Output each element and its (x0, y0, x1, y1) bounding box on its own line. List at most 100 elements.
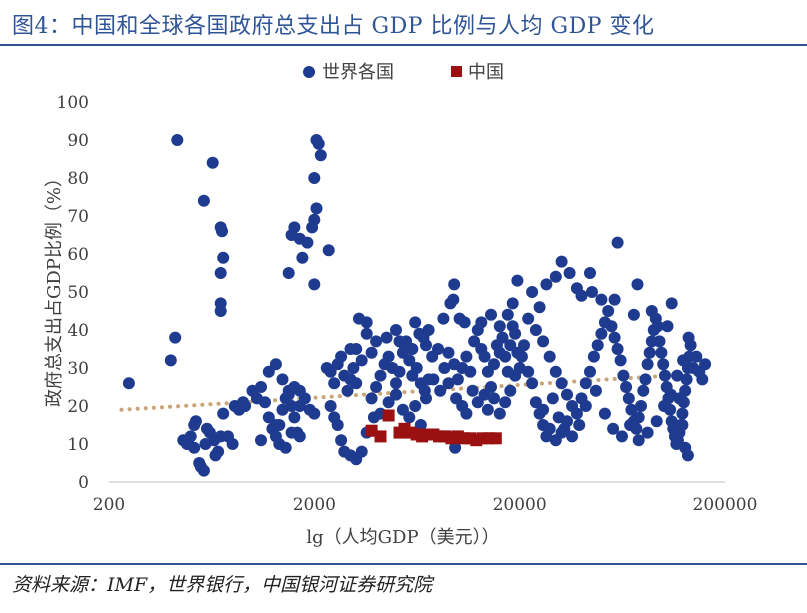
world-point (501, 308, 514, 321)
world-point (625, 403, 638, 416)
world-point (226, 438, 239, 450)
y-tick-label: 100 (57, 93, 89, 113)
world-point (308, 407, 321, 420)
world-point (335, 350, 348, 363)
world-point (584, 267, 596, 279)
world-point (468, 335, 481, 348)
world-point (546, 392, 559, 405)
world-point (632, 434, 645, 447)
world-point (217, 251, 230, 264)
world-point (355, 354, 368, 367)
world-point (650, 415, 663, 428)
world-point (607, 422, 620, 435)
world-point (558, 422, 571, 435)
world-point (627, 308, 640, 321)
world-point (308, 172, 321, 184)
world-point (164, 354, 177, 367)
world-point (573, 419, 586, 431)
world-point (632, 411, 645, 424)
x-tick-label: 20000 (493, 495, 547, 515)
world-point (658, 400, 671, 412)
world-point (509, 327, 522, 340)
world-point (214, 267, 227, 279)
world-point (169, 331, 182, 344)
y-tick-label: 40 (67, 321, 89, 341)
world-point (499, 350, 512, 363)
world-point (438, 362, 451, 374)
world-point (608, 331, 621, 344)
figure-title: 图4：中国和全球各国政府总支出占 GDP 比例与人均 GDP 变化 (12, 14, 655, 39)
world-point (447, 293, 460, 306)
world-point (496, 331, 509, 344)
world-point (464, 365, 477, 378)
world-point (417, 331, 430, 344)
world-point (533, 301, 546, 314)
world-point (665, 297, 678, 310)
world-point (537, 403, 550, 416)
world-point (555, 377, 568, 390)
world-point (460, 407, 473, 420)
world-point (522, 365, 535, 378)
world-point (584, 365, 596, 378)
world-point (206, 156, 219, 169)
world-point (293, 384, 306, 397)
world-point (616, 430, 628, 443)
world-point (682, 331, 695, 344)
world-point (434, 384, 447, 397)
world-point (410, 362, 423, 374)
china-point (374, 430, 387, 443)
world-point (188, 441, 201, 454)
world-point (696, 373, 709, 386)
world-point (478, 350, 491, 363)
world-point (641, 426, 654, 439)
legend: 世界各国 中国 (303, 62, 504, 83)
world-point (651, 320, 664, 333)
world-point (677, 354, 690, 367)
world-point (690, 350, 703, 363)
world-point (403, 411, 416, 424)
world-point (432, 343, 444, 355)
world-point (591, 339, 604, 352)
world-point (341, 384, 354, 397)
trend-line-path (119, 371, 702, 412)
world-point (344, 343, 357, 355)
title-rule (0, 44, 807, 46)
china-point (382, 409, 395, 422)
world-point (620, 381, 633, 393)
x-tick-label: 200 (93, 495, 125, 515)
world-point (552, 411, 565, 424)
legend-marker-world (303, 66, 315, 78)
world-point (641, 358, 654, 371)
world-point (314, 149, 327, 162)
world-point (589, 384, 602, 397)
world-point (288, 221, 301, 234)
y-tick-label: 30 (67, 359, 89, 379)
y-tick-label: 10 (67, 435, 89, 455)
world-point (409, 316, 422, 329)
world-point (458, 316, 471, 329)
world-point (262, 365, 275, 378)
source-note: 资料来源：IMF，世界银行，中国银河证券研究院 (12, 574, 433, 596)
world-point (504, 339, 517, 352)
world-point (676, 407, 689, 420)
world-point (504, 384, 517, 397)
world-point (645, 305, 658, 317)
world-point (537, 335, 550, 348)
world-point (282, 267, 295, 279)
world-point (561, 388, 573, 401)
world-point (643, 346, 656, 359)
world-point (197, 464, 210, 477)
world-point (212, 445, 225, 458)
world-point (355, 445, 368, 458)
world-point (367, 411, 380, 424)
world-point (171, 134, 184, 146)
world-point (579, 400, 592, 412)
world-point (308, 213, 321, 226)
world-point (374, 369, 387, 382)
world-point (216, 225, 228, 238)
world-point (493, 407, 506, 420)
world-point (653, 335, 666, 348)
world-point (403, 354, 416, 367)
world-point (390, 324, 402, 336)
world-point (214, 305, 227, 317)
